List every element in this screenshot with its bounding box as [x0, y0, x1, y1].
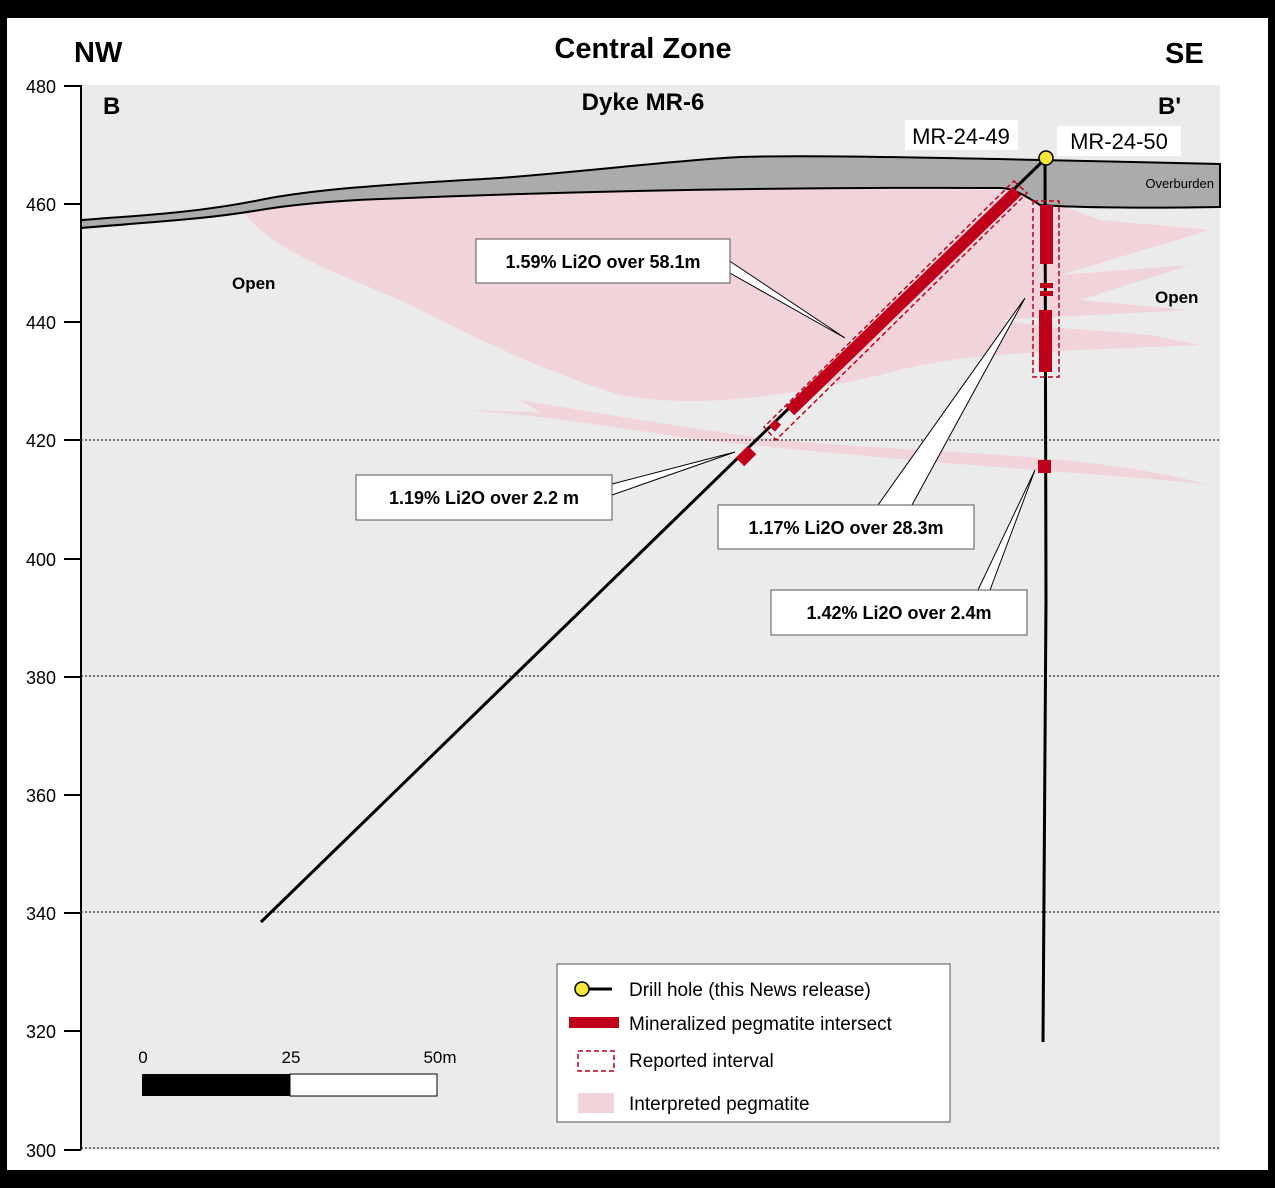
legend-label: Drill hole (this News release) — [629, 980, 871, 1001]
drill-hole-mr-24-50 — [1041, 158, 1048, 1043]
hole-label-mr-24-49: MR-24-49 — [912, 124, 1010, 149]
callout-3: 1.17% Li2O over 28.3m — [717, 504, 975, 550]
y-tick-label: 480 — [26, 77, 56, 97]
hole-label-box — [905, 120, 1018, 150]
legend: Drill hole (this News release) Mineraliz… — [556, 963, 951, 1123]
y-axis: 480 460 440 420 400 380 360 340 320 300 — [26, 77, 82, 1161]
legend-label: Reported interval — [629, 1051, 774, 1072]
y-tick-label: 360 — [26, 786, 56, 806]
callout-1: 1.59% Li2O over 58.1m — [475, 238, 731, 284]
direction-nw: NW — [74, 37, 123, 69]
reported-intervals — [762, 179, 1060, 442]
open-label-right: Open — [1155, 288, 1198, 307]
callout-2: 1.19% Li2O over 2.2 m — [355, 474, 613, 521]
direction-se: SE — [1165, 38, 1204, 70]
legend-label: Interpreted pegmatite — [629, 1094, 810, 1115]
callout-text: 1.17% Li2O over 28.3m — [748, 518, 943, 538]
intersect-legend-icon — [569, 1017, 619, 1028]
legend-label: Mineralized pegmatite intersect — [629, 1014, 893, 1035]
y-tick-label: 400 — [26, 550, 56, 570]
drill-hole-legend-icon — [574, 981, 590, 997]
hole-label-box — [1057, 126, 1181, 156]
y-tick-label: 320 — [26, 1022, 56, 1042]
overburden-layer — [80, 155, 1221, 230]
dyke-label: Dyke MR-6 — [582, 89, 705, 116]
section-end-label: B' — [1158, 93, 1181, 120]
callout-text: 1.19% Li2O over 2.2 m — [389, 488, 579, 508]
y-tick-label: 420 — [26, 431, 56, 451]
scale-label: 25 — [282, 1048, 301, 1067]
callout-text: 1.42% Li2O over 2.4m — [806, 603, 991, 623]
callout-text: 1.59% Li2O over 58.1m — [505, 252, 700, 272]
reported-interval-legend-icon — [577, 1050, 615, 1072]
y-tick-label: 380 — [26, 668, 56, 688]
scale-label: 50m — [423, 1048, 456, 1067]
y-tick-label: 340 — [26, 904, 56, 924]
y-tick-label: 460 — [26, 195, 56, 215]
hole-label-mr-24-50: MR-24-50 — [1070, 129, 1168, 154]
drill-collar-icon — [1038, 150, 1054, 166]
callout-pointers — [611, 259, 1036, 591]
y-tick-label: 440 — [26, 313, 56, 333]
section-start-label: B — [103, 93, 120, 120]
open-label-left: Open — [232, 274, 275, 293]
callout-4: 1.42% Li2O over 2.4m — [770, 589, 1028, 636]
scale-bar: 0 25 50m — [138, 1048, 457, 1097]
figure-title: Central Zone — [554, 33, 731, 65]
scale-label: 0 — [138, 1048, 147, 1067]
mineralized-intersects — [735, 186, 1053, 473]
overburden-label: Overburden — [1145, 176, 1214, 191]
pegmatite-legend-icon — [578, 1093, 614, 1113]
y-tick-label: 300 — [26, 1141, 56, 1161]
